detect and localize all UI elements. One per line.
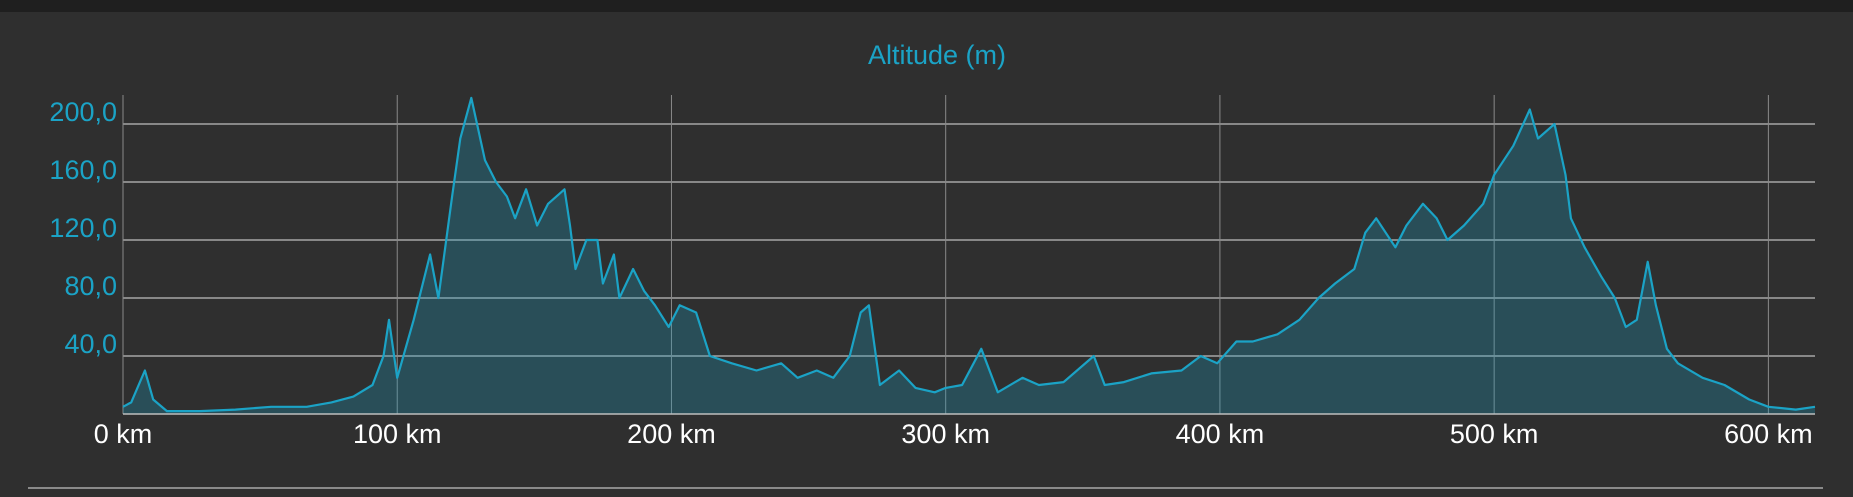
top-bar: [0, 0, 1853, 12]
y-tick-label: 80,0: [64, 271, 117, 301]
x-tick-label: 300 km: [901, 419, 990, 449]
area-fill: [123, 97, 1815, 415]
chart-title: Altitude (m): [868, 40, 1006, 70]
y-tick-label: 120,0: [49, 213, 117, 243]
x-tick-label: 400 km: [1176, 419, 1265, 449]
altitude-line: [122, 96, 1816, 413]
y-tick-label: 40,0: [64, 329, 117, 359]
x-tick-label: 0 km: [94, 419, 153, 449]
y-tick-label: 160,0: [49, 155, 117, 185]
x-tick-label: 200 km: [627, 419, 716, 449]
x-tick-label: 500 km: [1450, 419, 1539, 449]
y-tick-label: 200,0: [49, 97, 117, 127]
x-tick-label: 600 km: [1724, 419, 1813, 449]
x-tick-label: 100 km: [353, 419, 442, 449]
